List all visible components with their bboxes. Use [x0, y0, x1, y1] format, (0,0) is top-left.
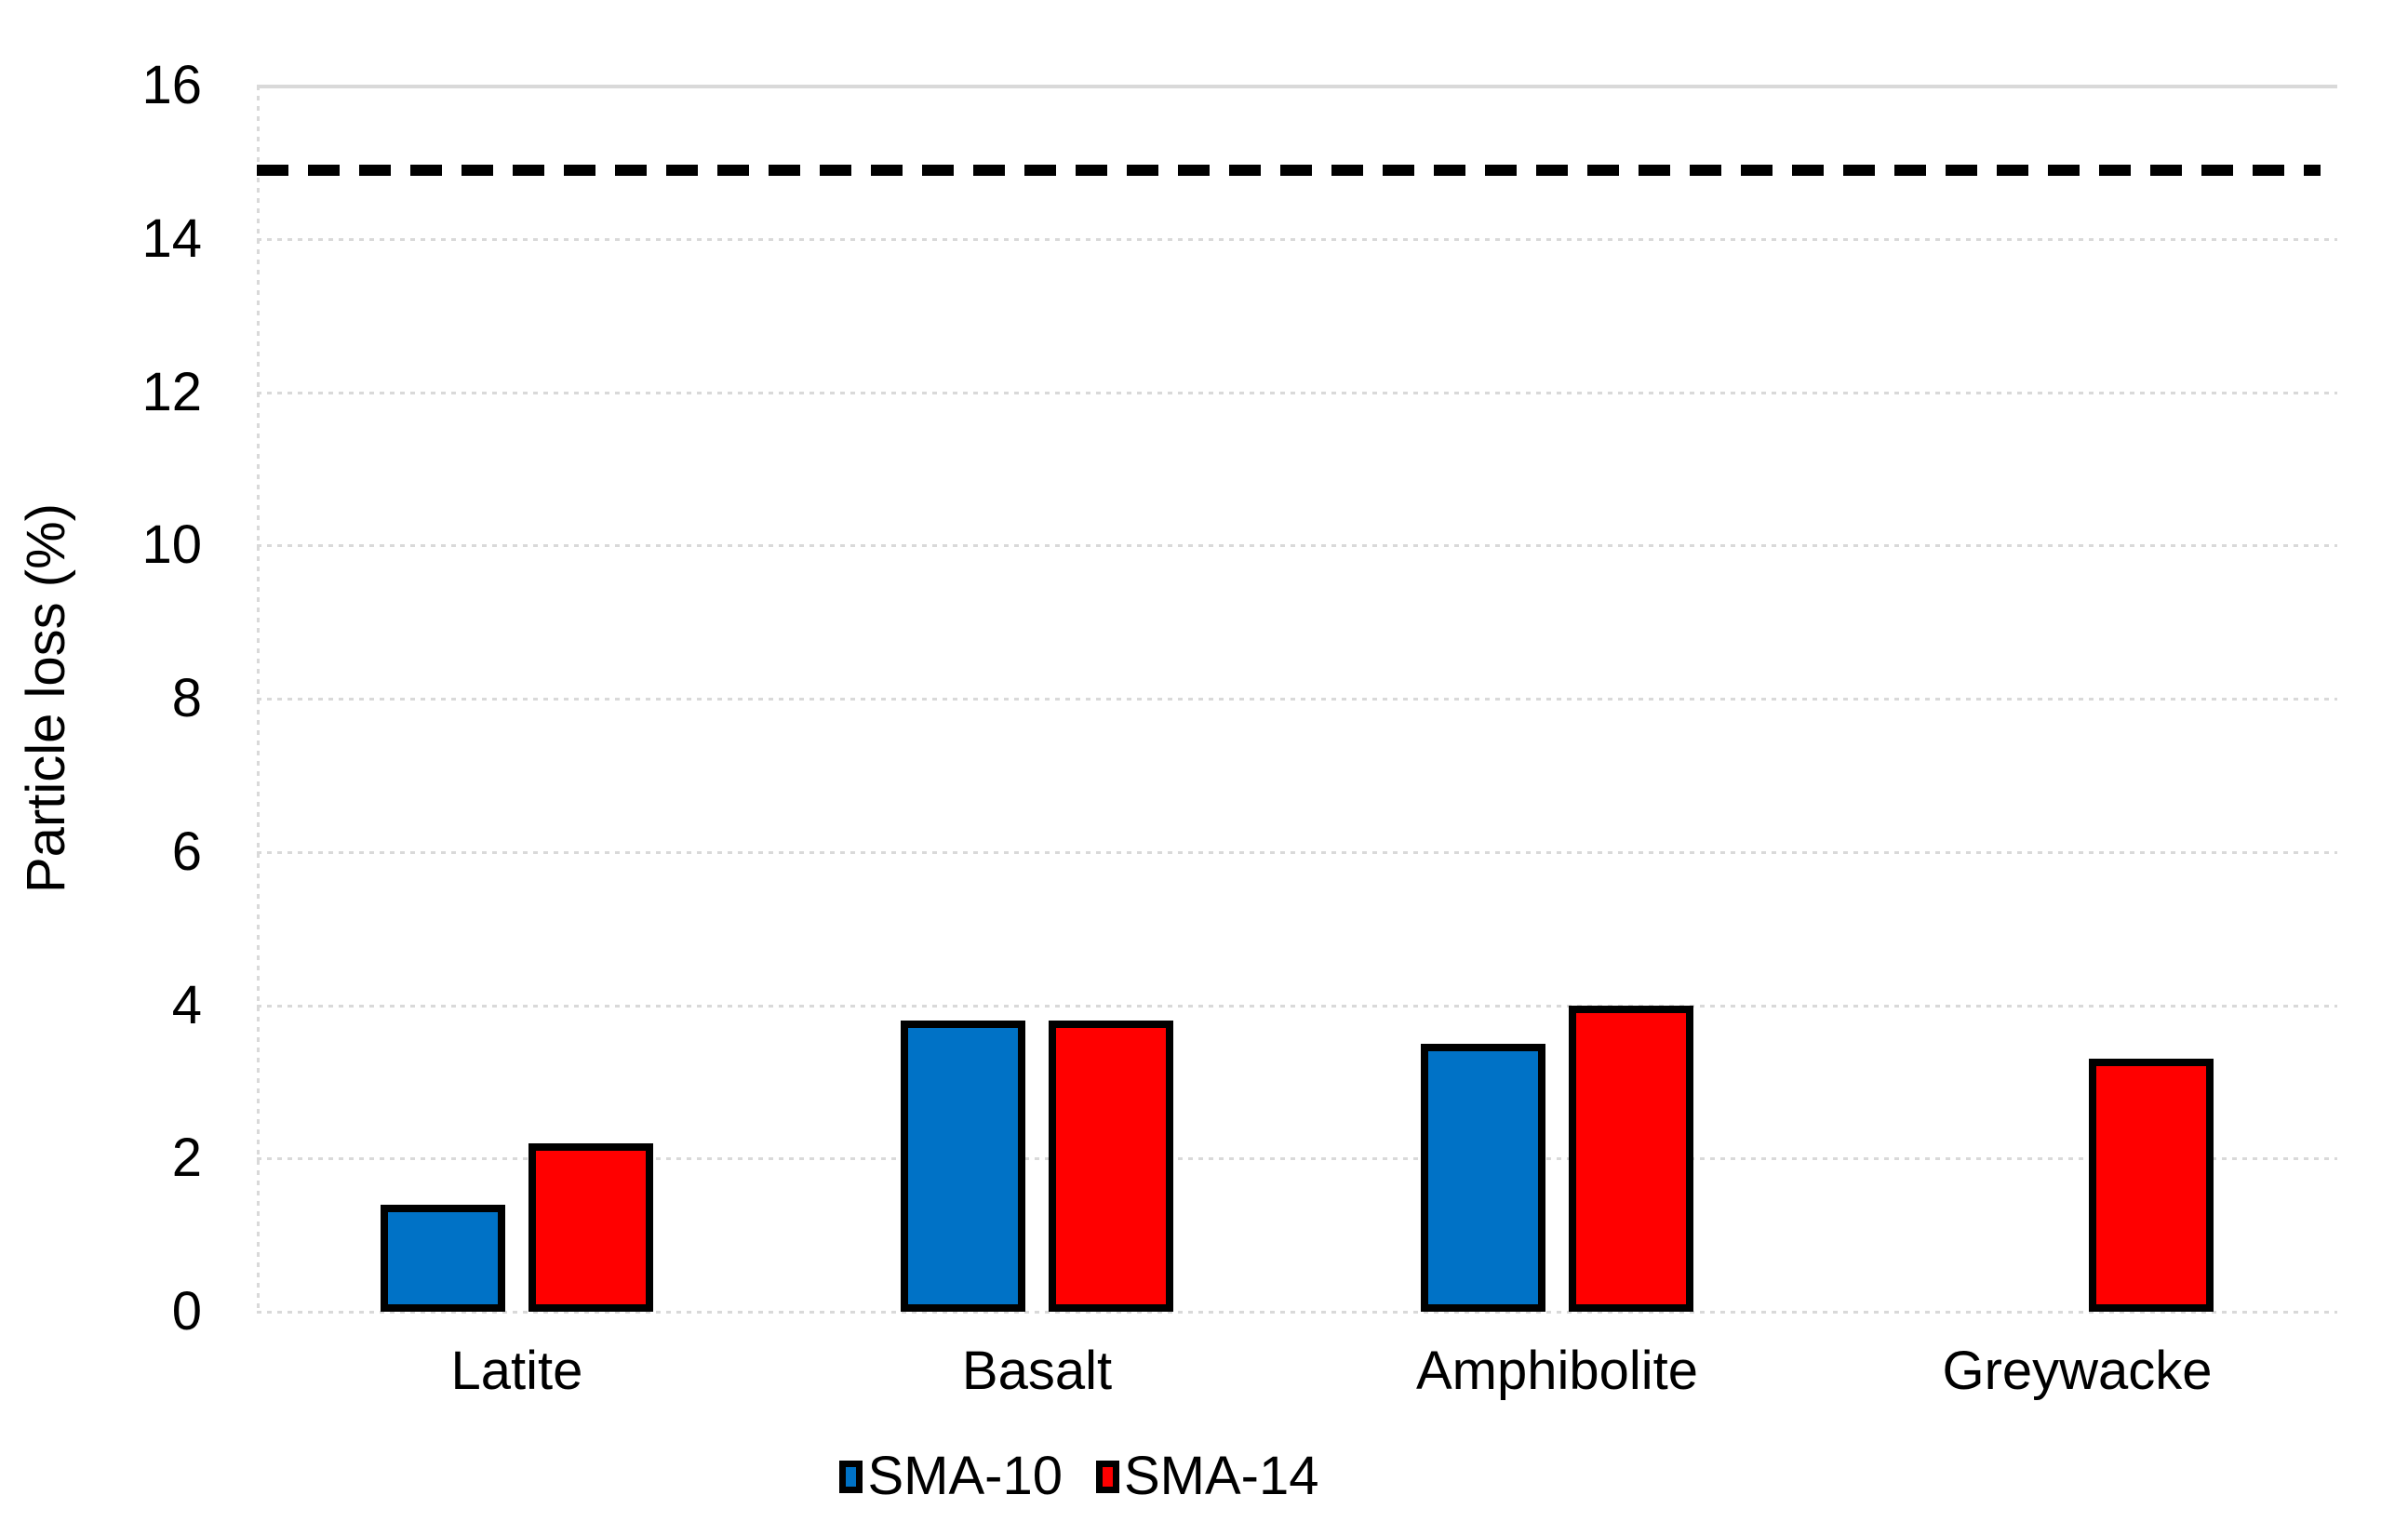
y-tick-label: 16	[141, 55, 202, 115]
legend-swatch-icon	[1096, 1460, 1119, 1493]
y-tick-label: 0	[171, 1281, 202, 1341]
bar-SMA-14-Latite	[528, 1142, 654, 1312]
y-tick-label: 10	[141, 514, 202, 576]
gridline	[257, 1311, 2337, 1314]
bar-SMA-14-Amphibolite	[1569, 1005, 1694, 1312]
legend-swatch-icon	[839, 1460, 863, 1493]
legend-label: SMA-14	[1124, 1446, 1319, 1506]
legend-item-SMA-10: SMA-10	[839, 1448, 1063, 1505]
y-tick-label: 12	[141, 361, 202, 422]
y-tick-label: 8	[171, 668, 202, 728]
gridline	[257, 237, 2337, 241]
gridline	[257, 1157, 2337, 1161]
x-category-label-Amphibolite: Amphibolite	[1415, 1341, 1699, 1401]
x-category-label-Greywacke: Greywacke	[1942, 1341, 2213, 1401]
gridline	[257, 850, 2337, 854]
y-tick-label: 4	[171, 974, 202, 1035]
gridline	[257, 1004, 2337, 1008]
bar-SMA-10-Latite	[380, 1204, 505, 1312]
legend-item-SMA-14: SMA-14	[1096, 1448, 1319, 1505]
legend: SMA-10 SMA-14	[0, 1448, 2159, 1505]
y-axis-line	[257, 86, 260, 1312]
y-tick-label: 6	[171, 821, 202, 882]
y-tick-label: 2	[171, 1128, 202, 1189]
plot-area	[257, 85, 2337, 1314]
bar-SMA-10-Basalt	[900, 1020, 1025, 1312]
x-category-label-Basalt: Basalt	[961, 1341, 1113, 1401]
gridline	[257, 391, 2337, 394]
gridline	[257, 544, 2337, 548]
bar-SMA-10-Amphibolite	[1420, 1043, 1545, 1312]
limit-dashed-line	[257, 164, 2321, 176]
gridline	[257, 698, 2337, 701]
x-category-label-Latite: Latite	[450, 1341, 583, 1401]
bar-SMA-14-Greywacke	[2089, 1059, 2214, 1312]
y-tick-label: 14	[141, 207, 202, 269]
gridline	[257, 85, 2337, 88]
bar-SMA-14-Basalt	[1049, 1020, 1174, 1312]
legend-label: SMA-10	[867, 1446, 1063, 1506]
